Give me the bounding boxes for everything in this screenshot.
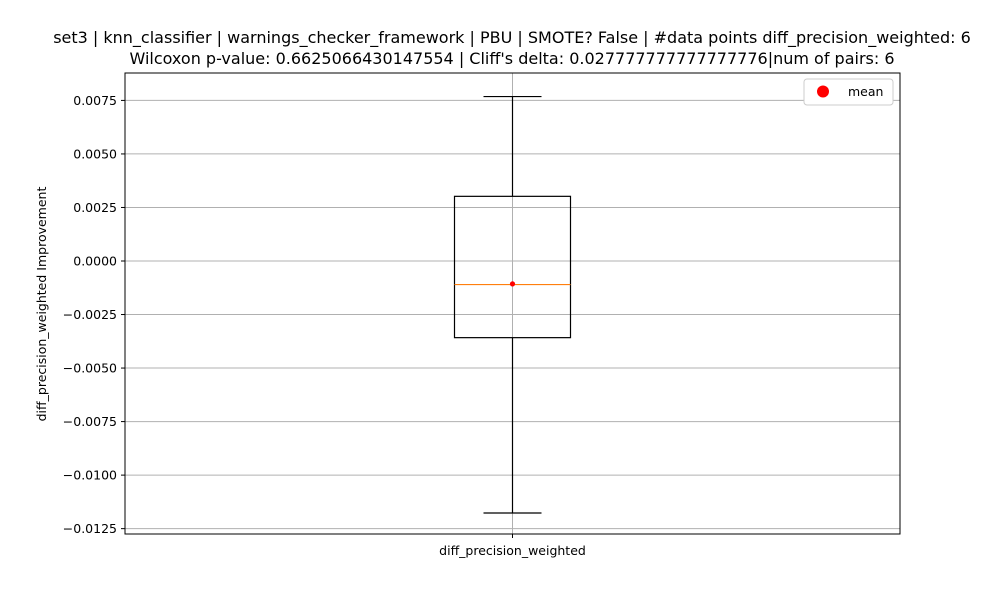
legend-mean-label: mean bbox=[848, 84, 883, 99]
y-tick-label: 0.0075 bbox=[73, 93, 117, 108]
y-tick-label: −0.0125 bbox=[63, 521, 117, 536]
legend-mean-marker bbox=[817, 85, 829, 98]
chart-title-line2: Wilcoxon p-value: 0.6625066430147554 | C… bbox=[129, 49, 894, 68]
y-tick-label: −0.0100 bbox=[63, 468, 117, 483]
legend-frame bbox=[803, 78, 894, 106]
chart-title-line1: set3 | knn_classifier | warnings_checker… bbox=[53, 28, 971, 48]
mean-marker bbox=[509, 281, 516, 287]
y-tick-label: −0.0025 bbox=[63, 307, 117, 322]
x-tick-label: diff_precision_weighted bbox=[439, 543, 586, 558]
y-tick-label: 0.0025 bbox=[73, 200, 117, 215]
y-tick-label: −0.0050 bbox=[63, 361, 117, 376]
box-plot bbox=[453, 95, 572, 514]
axes: 0.0075 0.0050 0.0025 0.0000 −0.0025 −0.0050 −0… bbox=[63, 72, 901, 558]
y-tick-label: −0.0075 bbox=[63, 414, 117, 429]
y-axis-label: diff_precision_weighted Improvement bbox=[34, 187, 49, 422]
y-tick-label: 0.0000 bbox=[73, 253, 117, 268]
legend: mean bbox=[803, 78, 894, 106]
y-tick-label: 0.0050 bbox=[73, 146, 117, 161]
interquartile-box bbox=[453, 195, 572, 339]
